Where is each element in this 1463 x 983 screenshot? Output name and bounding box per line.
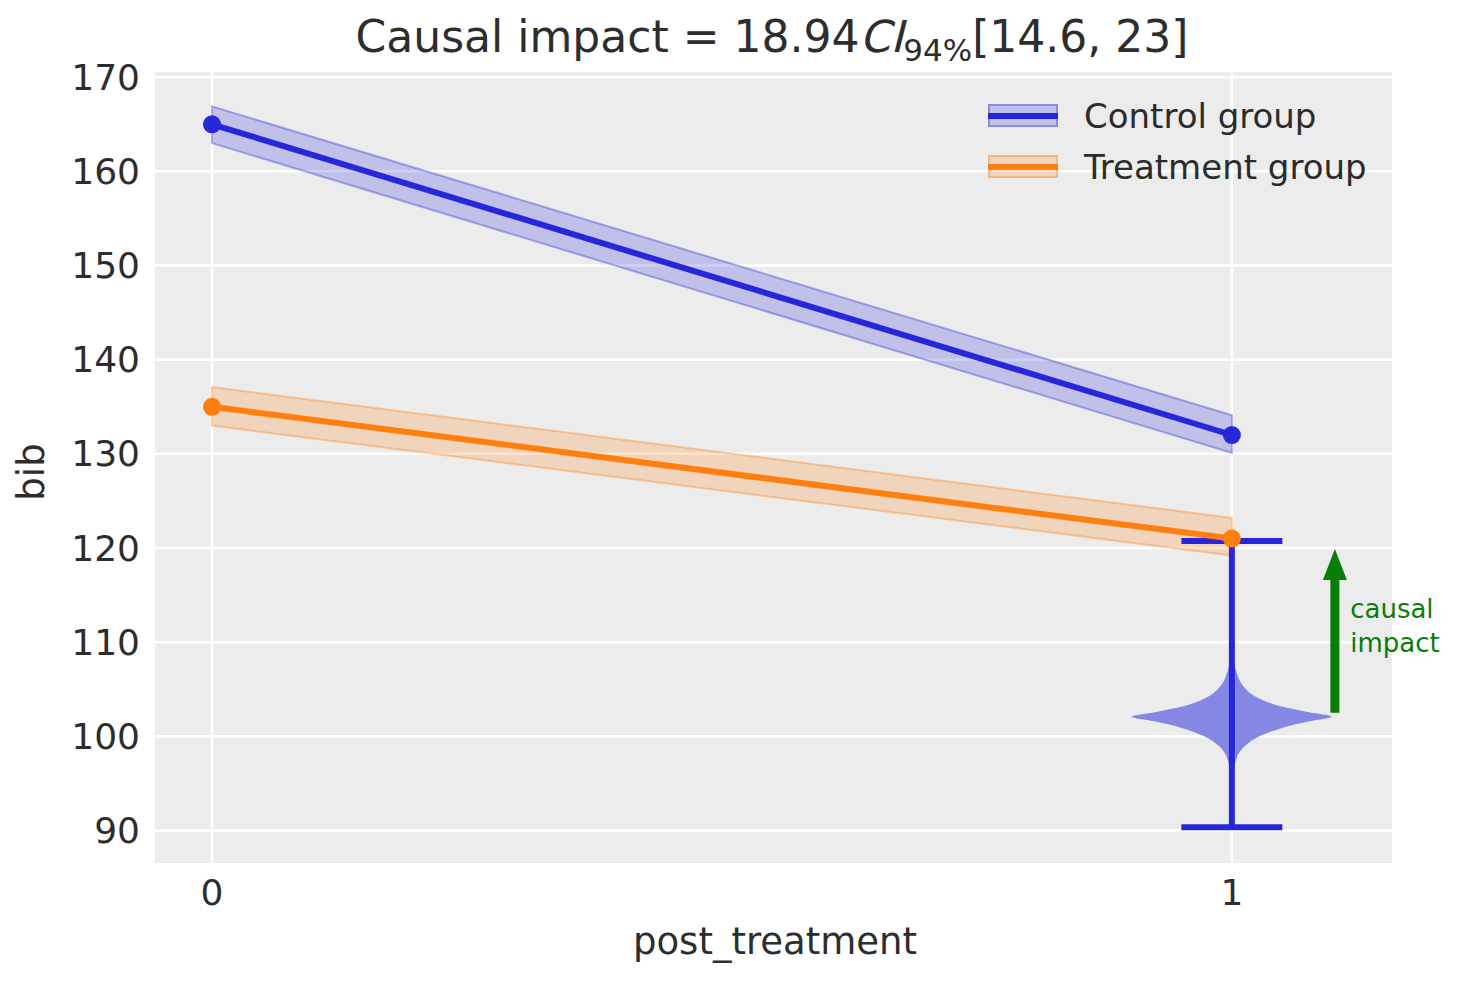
causal-impact-figure: causal impact 90 100 110 120 130 140 150 160 170 0 1… bbox=[0, 0, 1463, 983]
causal-impact-annotation-line1: causal bbox=[1350, 594, 1433, 624]
legend-label-treatment: Treatment group bbox=[1084, 147, 1367, 187]
y-tick-120: 120 bbox=[71, 528, 140, 569]
y-tick-100: 100 bbox=[71, 716, 140, 757]
legend-label-control: Control group bbox=[1084, 96, 1316, 136]
title-ci-subscript: 94% bbox=[903, 32, 972, 68]
y-tick-90: 90 bbox=[94, 810, 140, 851]
legend-entry-treatment: Treatment group bbox=[988, 141, 1367, 192]
y-tick-130: 130 bbox=[71, 433, 140, 474]
x-axis-label: post_treatment bbox=[633, 920, 917, 963]
control-point-x1 bbox=[1223, 426, 1241, 444]
chart-title: Causal impact = 18.94CI94%[14.6, 23] bbox=[356, 11, 1189, 68]
y-tick-140: 140 bbox=[71, 339, 140, 380]
legend-entry-control: Control group bbox=[988, 90, 1367, 141]
x-tick-0: 0 bbox=[201, 872, 224, 913]
treatment-point-x0 bbox=[203, 398, 221, 416]
y-tick-110: 110 bbox=[71, 622, 140, 663]
control-point-x0 bbox=[203, 115, 221, 133]
y-tick-170: 170 bbox=[71, 57, 140, 98]
title-ci: CI bbox=[860, 11, 904, 62]
treatment-group-swatch bbox=[988, 155, 1058, 178]
causal-impact-annotation-line2: impact bbox=[1350, 628, 1439, 658]
control-line-icon bbox=[988, 113, 1058, 119]
title-interval: [14.6, 23] bbox=[972, 11, 1188, 62]
x-tick-1: 1 bbox=[1220, 872, 1243, 913]
title-prefix: Causal impact = 18.94 bbox=[356, 11, 860, 62]
control-group-swatch bbox=[988, 104, 1058, 127]
y-tick-160: 160 bbox=[71, 151, 140, 192]
y-tick-150: 150 bbox=[71, 245, 140, 286]
y-axis-label: bib bbox=[10, 443, 53, 500]
legend: Control group Treatment group bbox=[988, 90, 1367, 192]
treatment-point-x1 bbox=[1223, 530, 1241, 548]
treatment-line-icon bbox=[988, 164, 1058, 170]
